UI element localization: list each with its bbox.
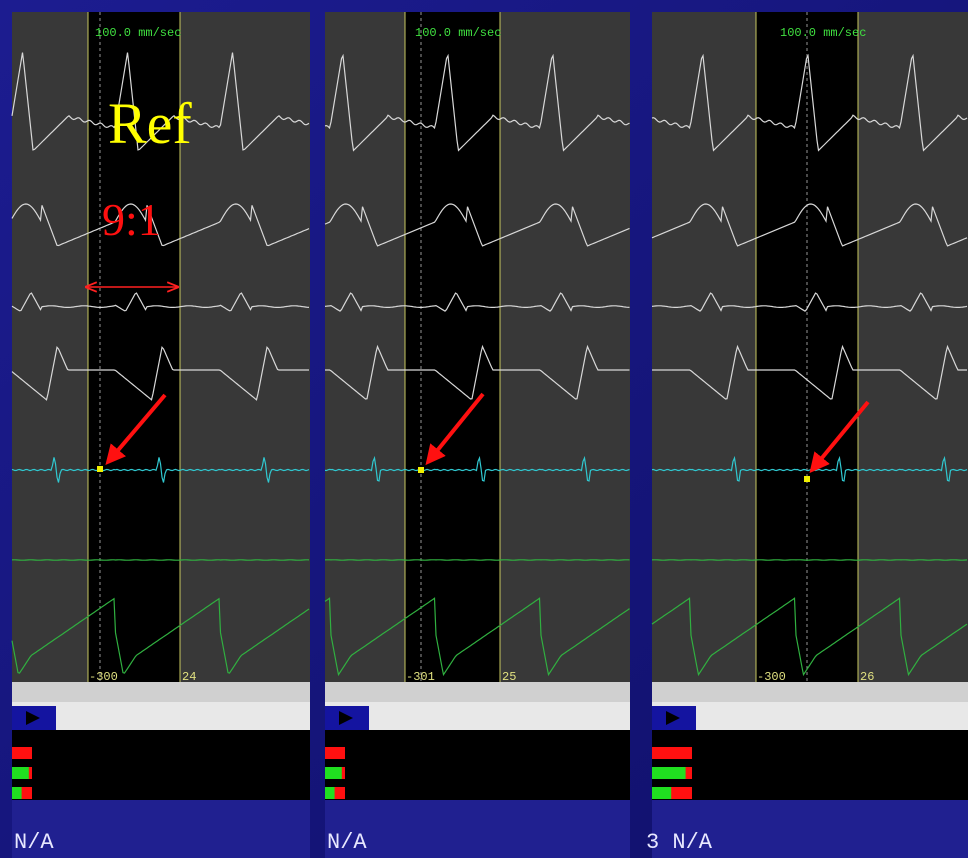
sweep-speed: 100.0 mm/sec <box>780 26 866 40</box>
status-bar <box>325 800 630 858</box>
panel: 100.0 mm/sec -300 26 3 N/A <box>646 12 968 858</box>
left-marker: -300 <box>89 670 118 684</box>
toolbar <box>652 702 968 730</box>
status-text: N/A <box>14 830 54 855</box>
level-bar <box>652 787 671 799</box>
marker-dot <box>804 476 810 482</box>
level-bar <box>12 747 32 759</box>
right-marker: 26 <box>860 670 874 684</box>
status-area <box>652 730 968 800</box>
marker-dot <box>418 467 424 473</box>
status-text: 3 N/A <box>646 830 713 855</box>
left-marker: -300 <box>757 670 786 684</box>
toolbar <box>325 702 630 730</box>
marker-dot <box>97 466 103 472</box>
slide: 100.0 mm/sec -300 24 N/A 100.0 mm/sec -301 25 N… <box>0 0 968 858</box>
level-bar <box>325 747 345 759</box>
left-marker: -301 <box>406 670 435 684</box>
sweep-speed: 100.0 mm/sec <box>415 26 501 40</box>
level-bar <box>325 767 342 779</box>
scrollbar <box>325 682 630 702</box>
status-area <box>325 730 630 800</box>
status-text: N/A <box>327 830 367 855</box>
level-bar <box>652 747 692 759</box>
level-bar <box>12 787 22 799</box>
scrollbar <box>652 682 968 702</box>
analysis-window <box>405 12 500 682</box>
right-marker: 25 <box>502 670 516 684</box>
level-bar <box>12 767 29 779</box>
scrollbar <box>12 682 310 702</box>
ref-label: Ref <box>108 91 192 156</box>
level-bar <box>652 767 686 779</box>
panel: 100.0 mm/sec -301 25 N/A <box>325 12 630 858</box>
toolbar <box>12 702 310 730</box>
status-area <box>12 730 310 800</box>
right-marker: 24 <box>182 670 196 684</box>
ratio-label: 9:1 <box>102 194 161 245</box>
status-bar <box>12 800 310 858</box>
sweep-speed: 100.0 mm/sec <box>95 26 181 40</box>
level-bar <box>325 787 335 799</box>
